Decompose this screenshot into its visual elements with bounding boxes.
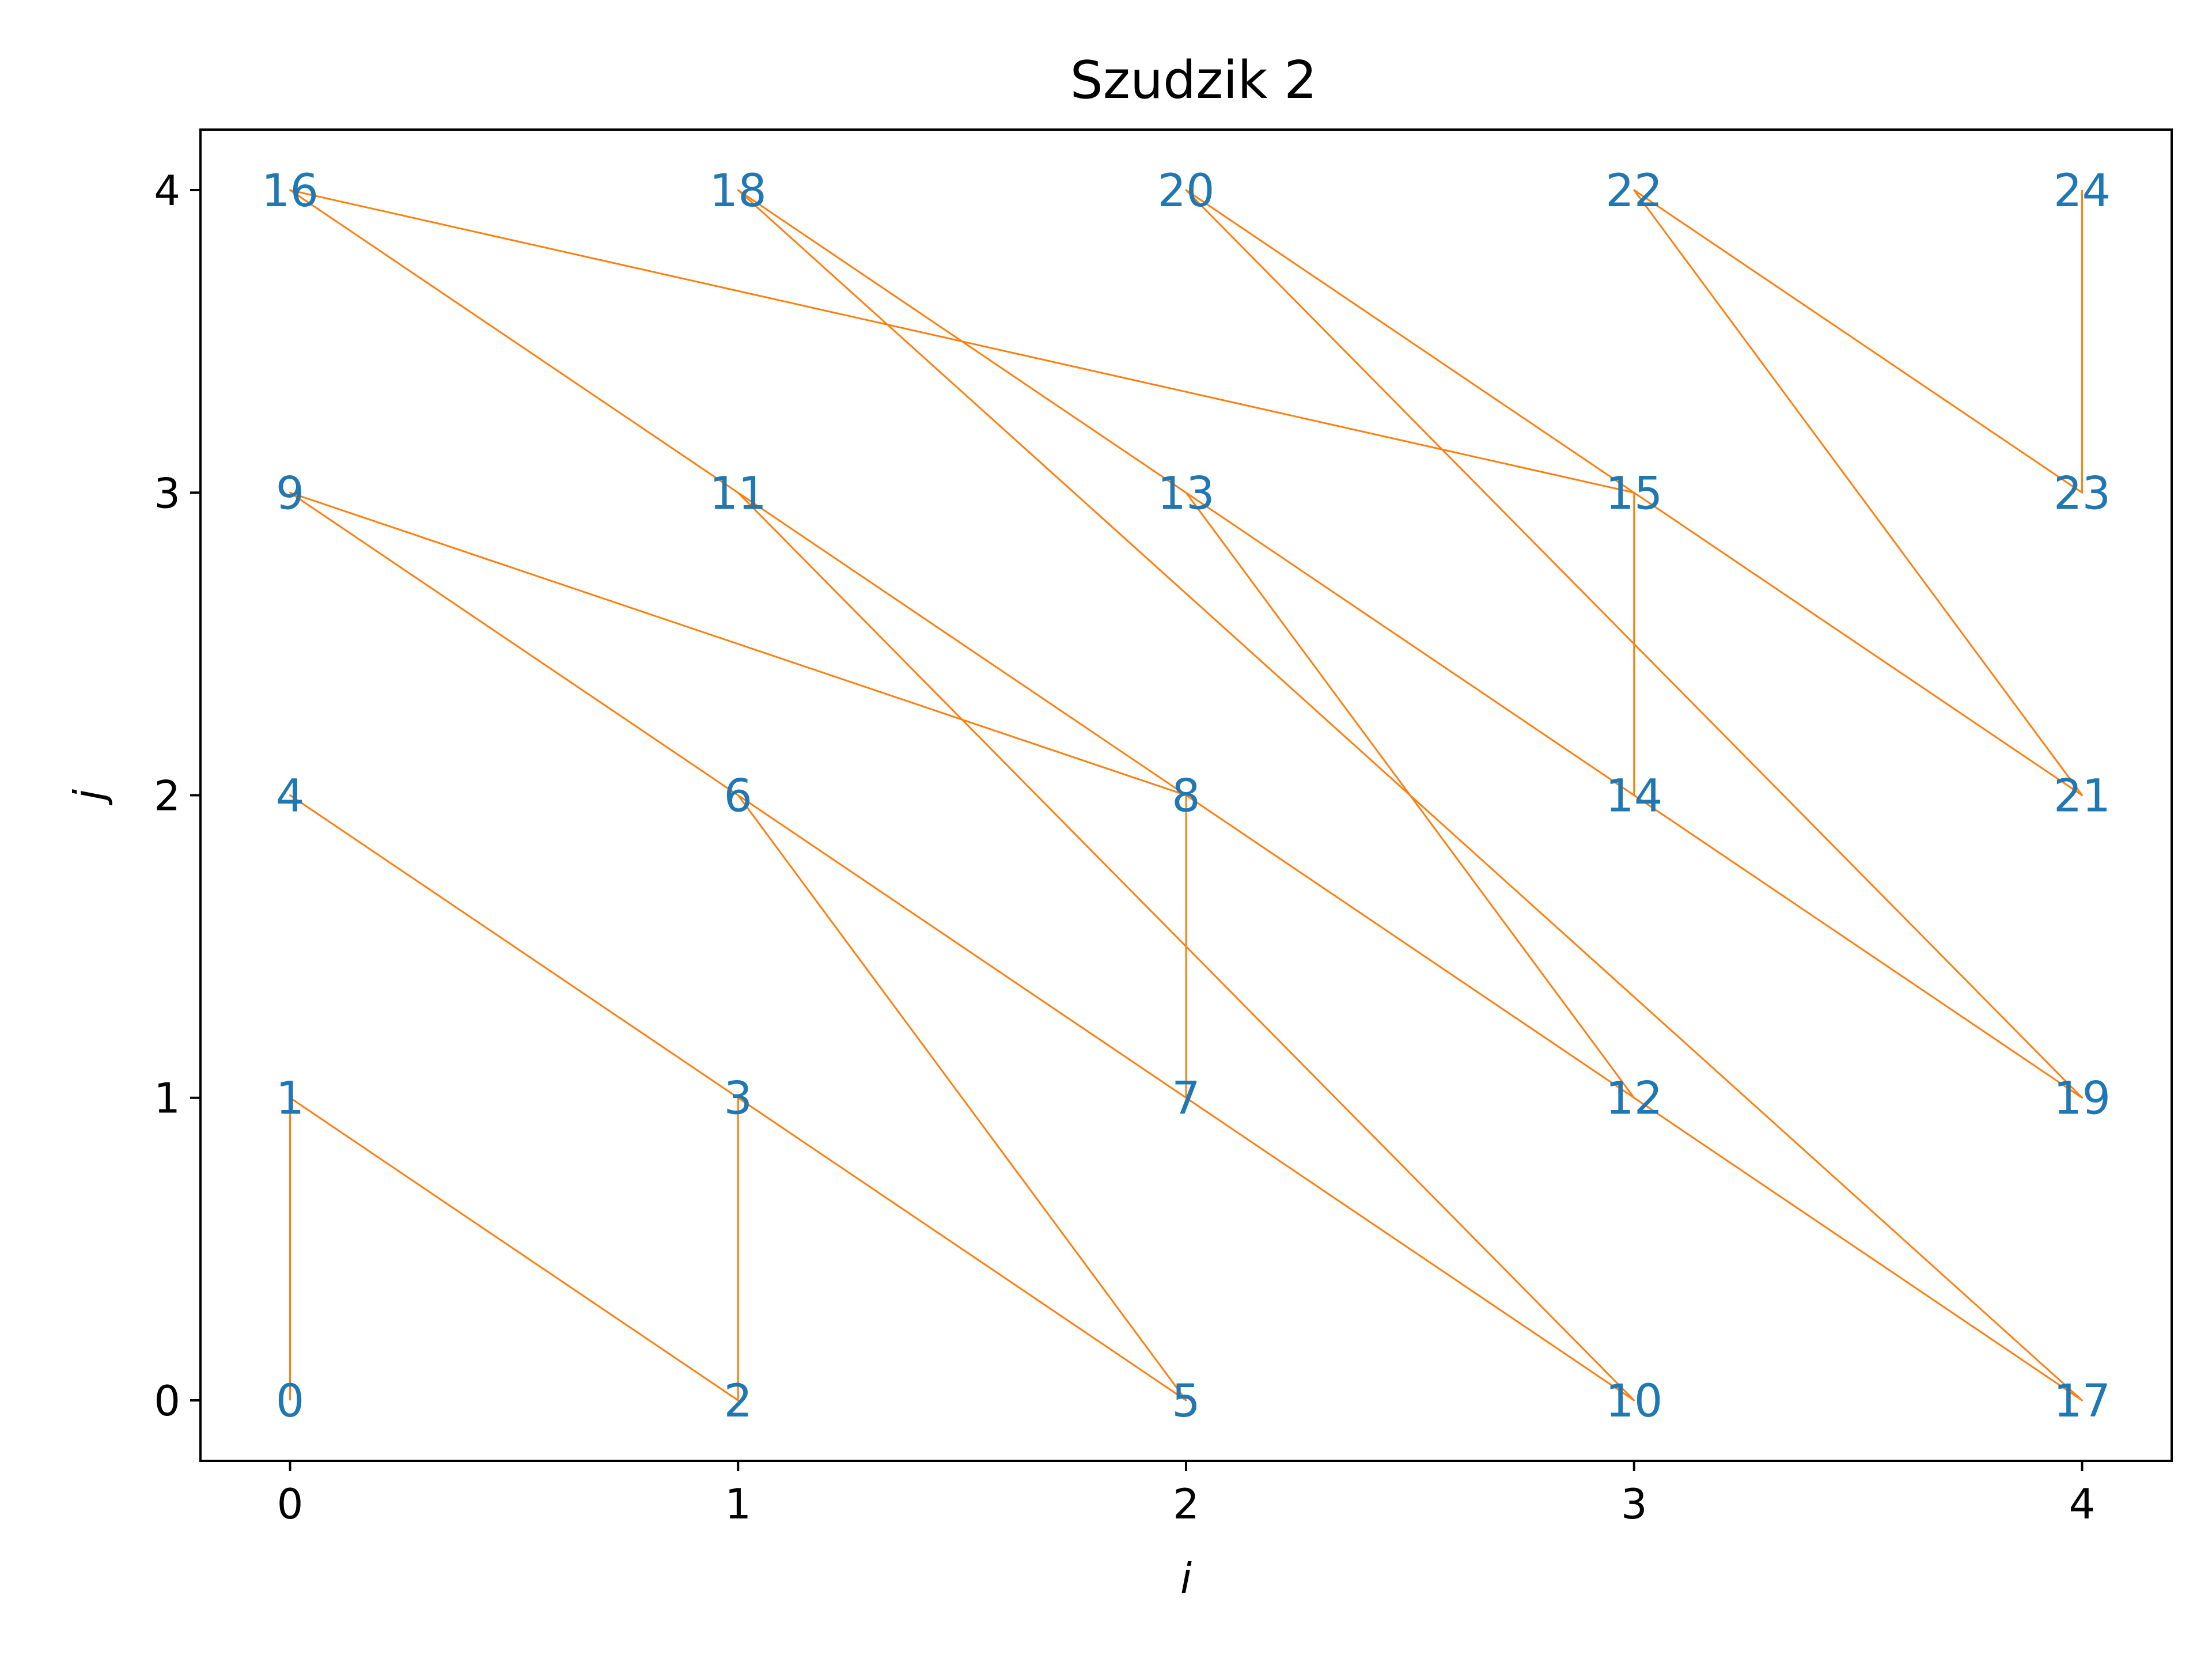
point-label-5: 5 <box>1172 1376 1200 1427</box>
point-label-7: 7 <box>1172 1073 1200 1125</box>
point-label-3: 3 <box>724 1073 752 1125</box>
point-label-16: 16 <box>262 165 319 217</box>
point-label-20: 20 <box>1157 165 1214 217</box>
x-tick-label-0: 0 <box>277 1480 304 1528</box>
point-label-1: 1 <box>276 1073 305 1125</box>
y-tick-label-2: 2 <box>154 772 180 820</box>
point-label-15: 15 <box>1605 468 1662 520</box>
point-label-23: 23 <box>2054 468 2111 520</box>
point-label-13: 13 <box>1157 468 1214 520</box>
point-label-0: 0 <box>276 1376 305 1427</box>
point-label-8: 8 <box>1172 771 1200 823</box>
x-tick-label-3: 3 <box>1621 1480 1647 1528</box>
series-line <box>289 189 2083 1402</box>
point-label-21: 21 <box>2054 771 2111 823</box>
chart-title: Szudzik 2 <box>1070 50 1317 111</box>
y-tick-label-3: 3 <box>154 469 180 517</box>
point-label-19: 19 <box>2054 1073 2111 1125</box>
y-tick-label-1: 1 <box>154 1074 180 1123</box>
point-label-9: 9 <box>276 468 305 520</box>
point-label-2: 2 <box>724 1376 752 1427</box>
point-label-24: 24 <box>2054 165 2111 217</box>
y-tick-label-4: 4 <box>154 166 180 215</box>
point-label-18: 18 <box>710 165 767 217</box>
x-tick-label-2: 2 <box>1173 1480 1199 1528</box>
point-label-14: 14 <box>1605 771 1662 823</box>
point-label-4: 4 <box>276 771 305 823</box>
point-label-11: 11 <box>710 468 767 520</box>
y-tick-label-0: 0 <box>154 1377 180 1425</box>
point-label-17: 17 <box>2054 1376 2111 1427</box>
point-label-6: 6 <box>724 771 752 823</box>
point-label-10: 10 <box>1605 1376 1662 1427</box>
x-axis-label: i <box>1180 1554 1192 1603</box>
x-tick-label-4: 4 <box>2069 1480 2096 1528</box>
point-label-22: 22 <box>1605 165 1662 217</box>
x-tick-label-1: 1 <box>725 1480 751 1528</box>
point-label-12: 12 <box>1605 1073 1662 1125</box>
